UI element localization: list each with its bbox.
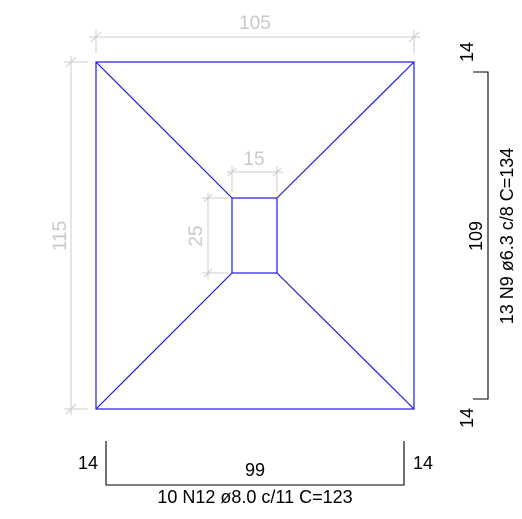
width-dimension-label: 105 — [239, 13, 271, 34]
vertical-rebar-shape — [473, 71, 489, 400]
footing-base — [95, 61, 415, 410]
horizontal-rebar-right-hook: 14 — [413, 453, 433, 473]
horizontal-rebar-detail: 14 99 14 10 N12 ø8.0 c/11 C=123 — [78, 441, 433, 507]
slope-edge-bottom-left — [95, 272, 233, 410]
column-section — [231, 197, 278, 274]
column-width-label: 15 — [243, 149, 264, 170]
vertical-rebar-bottom-hook: 14 — [457, 408, 477, 428]
footing-outline — [95, 61, 415, 410]
horizontal-rebar-left-hook: 14 — [78, 453, 98, 473]
width-dimension: 105 — [89, 13, 420, 54]
vertical-rebar-length: 109 — [466, 221, 486, 251]
vertical-rebar-spec: 13 N9 ø6.3 c/8 C=134 — [497, 148, 517, 325]
horizontal-rebar-spec: 10 N12 ø8.0 c/11 C=123 — [157, 487, 352, 507]
slope-edge-bottom-right — [276, 272, 415, 410]
horizontal-rebar-length: 99 — [245, 460, 265, 480]
column-width-dimension: 15 — [227, 149, 283, 192]
vertical-rebar-top-hook: 14 — [457, 42, 477, 62]
height-dimension: 115 — [50, 56, 88, 415]
slope-edge-top-left — [95, 61, 233, 199]
slope-edge-top-right — [276, 61, 415, 199]
column-height-label: 25 — [186, 225, 207, 246]
height-dimension-label: 115 — [50, 221, 71, 251]
column-height-dimension: 25 — [186, 193, 228, 279]
horizontal-rebar-shape — [105, 441, 405, 486]
vertical-rebar-detail: 14 109 14 13 N9 ø6.3 c/8 C=134 — [457, 42, 517, 428]
